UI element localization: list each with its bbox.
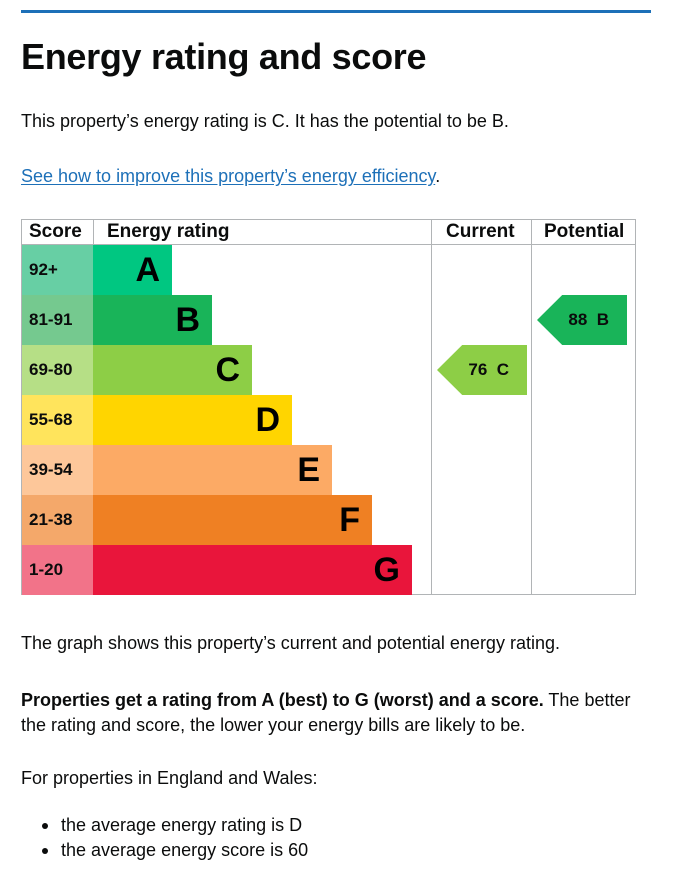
band-bar: F	[93, 495, 372, 545]
band-score: 1-20	[22, 545, 93, 595]
band-score: 55-68	[22, 395, 93, 445]
column-divider	[431, 220, 432, 594]
potential-rating-label: 88 B	[568, 310, 609, 329]
band-letter: C	[215, 351, 240, 389]
band-score: 81-91	[22, 295, 93, 345]
band-letter: G	[373, 551, 400, 589]
energy-rating-chart: Score Energy rating Current Potential 92…	[21, 219, 636, 595]
band-letter: F	[339, 501, 360, 539]
averages-list: the average energy rating is D the avera…	[21, 813, 308, 863]
potential-rating-arrow: 88 B	[537, 295, 627, 345]
header-divider	[22, 244, 635, 245]
band-bar: D	[93, 395, 292, 445]
current-rating-arrow: 76 C	[437, 345, 527, 395]
top-divider	[21, 10, 651, 13]
improve-paragraph: See how to improve this property’s energ…	[21, 166, 440, 187]
band-letter: D	[255, 401, 280, 439]
column-divider	[531, 220, 532, 594]
band-letter: E	[297, 451, 320, 489]
band-score: 39-54	[22, 445, 93, 495]
band-score: 69-80	[22, 345, 93, 395]
list-item: the average energy rating is D	[21, 813, 308, 838]
england-wales-note: For properties in England and Wales:	[21, 768, 318, 788]
band-bar: G	[93, 545, 412, 595]
improve-efficiency-link[interactable]: See how to improve this property’s energ…	[21, 166, 436, 186]
header-score: Score	[29, 221, 82, 242]
properties-bold-text: Properties get a rating from A (best) to…	[21, 690, 544, 710]
band-letter: B	[175, 301, 200, 339]
band-bar: E	[93, 445, 332, 495]
graph-note: The graph shows this property’s current …	[21, 633, 560, 653]
band-bar: A	[93, 245, 172, 295]
band-bar: C	[93, 345, 252, 395]
band-bar: B	[93, 295, 212, 345]
rating-summary: This property’s energy rating is C. It h…	[21, 111, 509, 131]
band-score: 92+	[22, 245, 93, 295]
properties-explanation: Properties get a rating from A (best) to…	[21, 688, 641, 738]
header-potential: Potential	[544, 221, 625, 242]
page-title: Energy rating and score	[21, 36, 427, 77]
header-energy-rating: Energy rating	[107, 221, 230, 242]
link-suffix: .	[435, 166, 441, 186]
band-letter: A	[135, 251, 160, 289]
header-current: Current	[446, 221, 515, 242]
band-score: 21-38	[22, 495, 93, 545]
list-item: the average energy score is 60	[21, 838, 308, 863]
current-rating-label: 76 C	[468, 360, 509, 379]
properties-rest-text: The better the rating and score, the low…	[21, 690, 631, 735]
